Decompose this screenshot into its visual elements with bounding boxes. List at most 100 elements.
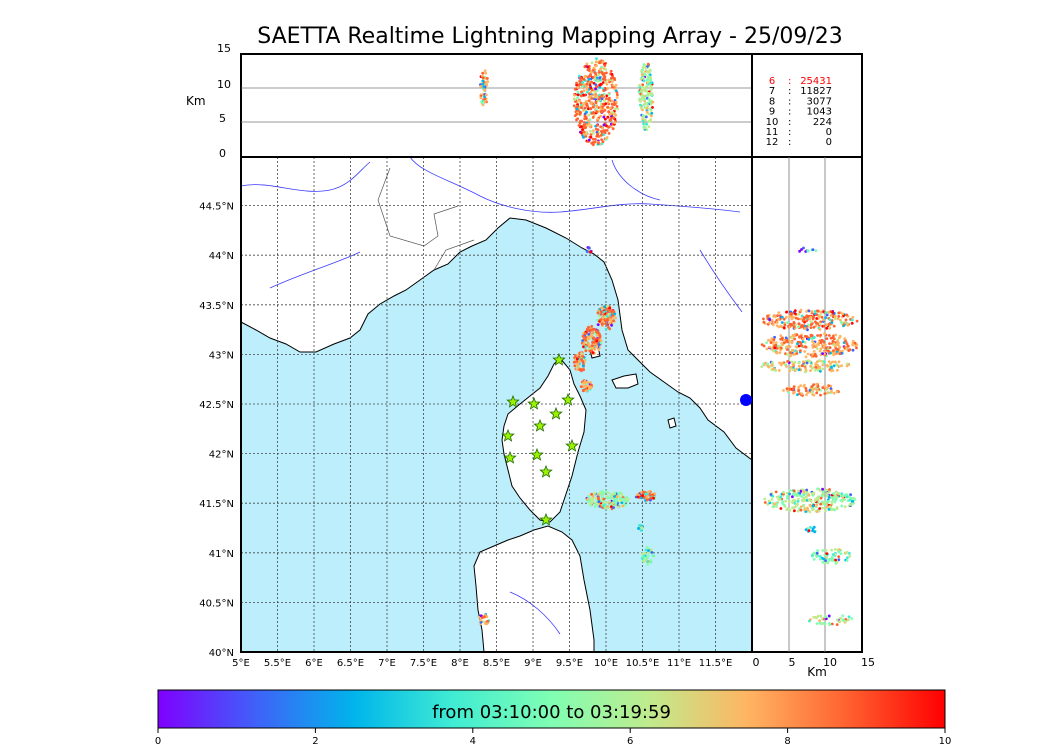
side-point (800, 248, 803, 251)
lightning-point (640, 552, 644, 556)
side-point (814, 344, 818, 348)
side-point (794, 505, 797, 509)
side-point (771, 367, 775, 371)
lightning-point (599, 338, 602, 342)
lightning-point (577, 355, 581, 359)
height-point (597, 71, 601, 74)
side-point (837, 311, 841, 315)
side-point (815, 622, 819, 625)
side-point (812, 341, 816, 345)
side-point (827, 384, 831, 387)
side-point (809, 326, 813, 329)
side-point (828, 346, 832, 350)
side-point (776, 344, 780, 348)
side-point (810, 334, 814, 337)
height-point (483, 95, 486, 99)
side-point (797, 389, 800, 393)
side-point (811, 317, 815, 321)
side-point (792, 498, 796, 502)
lightning-point (601, 316, 604, 320)
side-point (808, 510, 812, 514)
side-point (784, 336, 788, 340)
side-point (812, 350, 816, 353)
border (377, 167, 459, 247)
height-point (607, 132, 611, 135)
side-tick: 15 (861, 656, 875, 669)
height-point (593, 78, 596, 81)
station-count-stations: 11 (766, 127, 779, 138)
side-point (785, 353, 789, 356)
station-count-stations: 6 (769, 76, 775, 87)
height-point (576, 86, 580, 89)
side-point (803, 508, 806, 511)
side-point (825, 323, 829, 327)
side-point (782, 338, 786, 342)
lightning-point (606, 496, 610, 500)
lightning-point (589, 347, 592, 351)
lma-stations (501, 352, 579, 526)
side-point (847, 618, 850, 622)
side-point (813, 530, 816, 534)
side-point (811, 346, 815, 349)
height-point (601, 60, 605, 64)
side-point (825, 552, 829, 555)
side-point (846, 324, 850, 327)
lightning-point (621, 504, 625, 508)
height-point (611, 85, 614, 89)
height-point (648, 100, 652, 104)
lightning-point (610, 323, 613, 327)
side-point (836, 317, 840, 320)
colorbar-tick: 4 (470, 736, 476, 747)
side-point (790, 336, 794, 340)
side-point (786, 321, 789, 324)
lightning-point (644, 548, 648, 552)
side-point (816, 360, 819, 363)
lightning-point (607, 491, 610, 495)
side-point (830, 390, 833, 394)
side-point (822, 345, 826, 349)
side-point (801, 337, 805, 341)
side-point (827, 311, 830, 314)
elba-island (611, 373, 639, 389)
height-point (609, 69, 613, 73)
side-axis-label: Km (807, 665, 827, 679)
height-point (645, 78, 649, 82)
side-point (787, 499, 791, 503)
side-point (819, 614, 823, 618)
height-point (600, 110, 604, 114)
side-point (816, 487, 819, 491)
side-point (832, 364, 836, 368)
side-point (831, 498, 835, 502)
side-point (817, 343, 820, 347)
height-point (584, 126, 588, 129)
side-point (775, 321, 779, 324)
side-point (794, 345, 798, 348)
longitude-tick: 6°E (305, 658, 323, 669)
side-point (855, 346, 858, 350)
lightning-point (578, 357, 581, 361)
page-title: SAETTA Realtime Lightning Mapping Array … (257, 24, 843, 49)
side-point (799, 505, 803, 509)
lightning-points-height (479, 57, 655, 147)
lightning-point (614, 501, 618, 505)
side-point (760, 365, 764, 369)
side-point (833, 500, 837, 504)
side-point (796, 393, 799, 396)
lightning-point (617, 491, 620, 495)
side-point (811, 344, 814, 347)
side-point (855, 319, 859, 323)
height-point (651, 100, 655, 104)
side-point (819, 369, 822, 373)
height-point (591, 116, 595, 119)
side-point (799, 308, 803, 312)
height-point (575, 107, 579, 111)
side-point (829, 384, 833, 388)
side-point (785, 338, 789, 342)
side-point (824, 311, 828, 314)
height-point (591, 68, 595, 72)
height-point (605, 136, 609, 139)
side-point (788, 345, 792, 349)
side-point (801, 325, 805, 328)
giglio-island (667, 417, 677, 429)
